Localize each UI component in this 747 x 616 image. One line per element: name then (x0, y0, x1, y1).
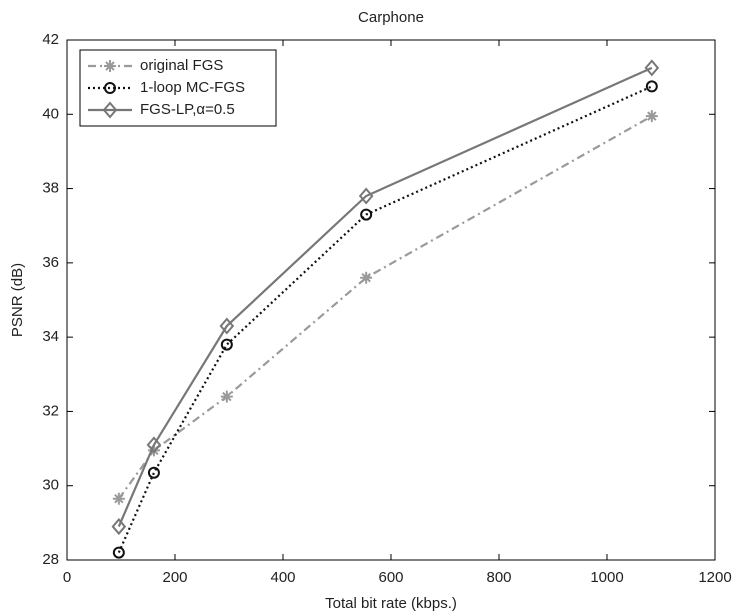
marker (146, 436, 162, 454)
marker (220, 338, 233, 351)
marker (360, 208, 373, 221)
y-tick-label: 28 (42, 551, 59, 568)
legend-label: FGS-LP,α=0.5 (140, 101, 235, 118)
legend-label: original FGS (140, 57, 223, 74)
y-axis-label: PSNR (dB) (9, 263, 26, 337)
x-tick-label: 800 (486, 569, 511, 586)
series-line (117, 115, 653, 500)
marker (219, 317, 235, 335)
marker (220, 390, 233, 403)
marker (112, 492, 125, 505)
y-tick-label: 36 (42, 254, 59, 271)
x-tick-label: 400 (270, 569, 295, 586)
x-tick-label: 200 (162, 569, 187, 586)
legend-marker (102, 101, 118, 119)
y-tick-label: 42 (42, 31, 59, 48)
marker (645, 80, 658, 93)
marker (360, 271, 373, 284)
series-line (117, 85, 653, 554)
legend-marker (104, 82, 116, 94)
x-tick-label: 1000 (590, 569, 623, 586)
x-tick-label: 600 (378, 569, 403, 586)
marker (111, 518, 127, 536)
y-tick-label: 32 (42, 402, 59, 419)
y-tick-label: 34 (42, 328, 59, 345)
series-line (117, 66, 653, 528)
y-tick-label: 38 (42, 180, 59, 197)
x-tick-label: 1200 (698, 569, 731, 586)
marker (644, 59, 660, 77)
x-tick-label: 0 (63, 569, 71, 586)
marker (645, 110, 658, 123)
legend-marker (104, 60, 116, 72)
legend-label: 1-loop MC-FGS (140, 79, 245, 96)
y-tick-label: 30 (42, 477, 59, 494)
marker (147, 466, 160, 479)
marker (112, 546, 125, 559)
chart-title: Carphone (358, 9, 424, 26)
marker (358, 187, 374, 205)
x-axis-label: Total bit rate (kbps.) (325, 595, 457, 612)
y-tick-label: 40 (42, 105, 59, 122)
